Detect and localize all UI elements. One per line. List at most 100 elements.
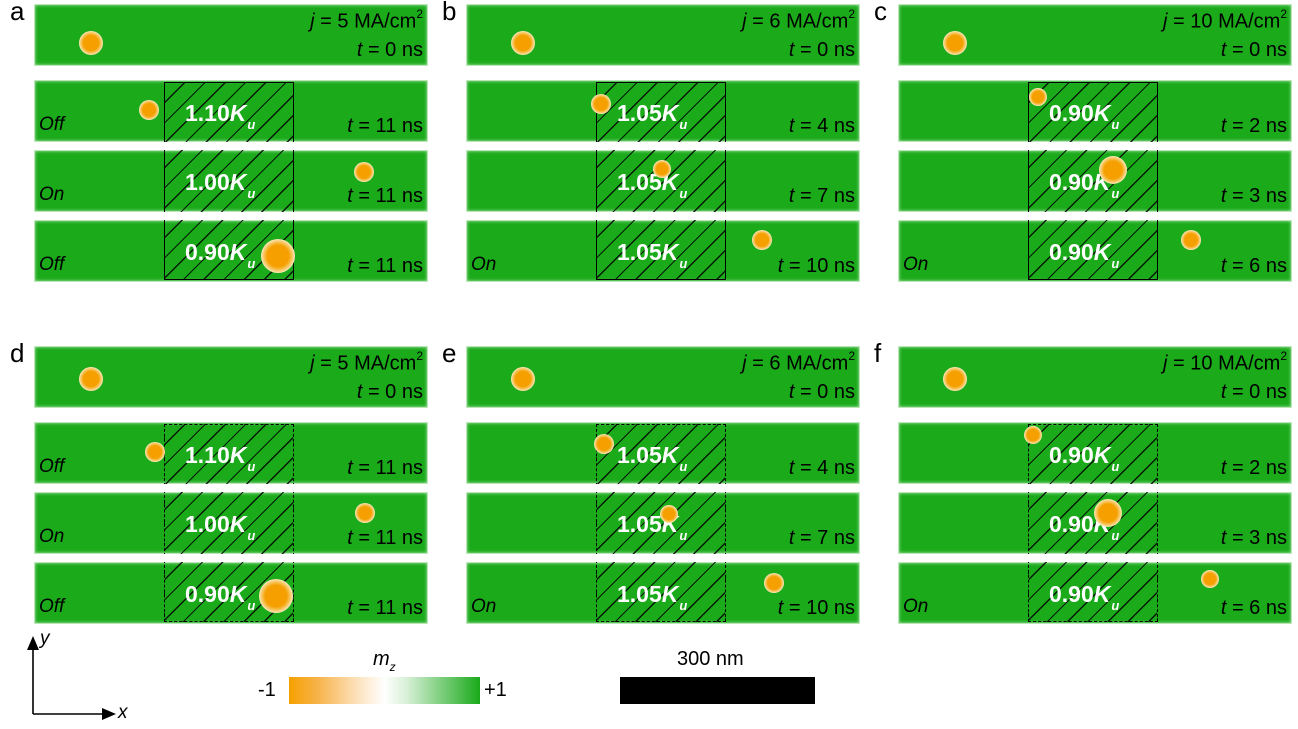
- anisotropy-subscript: u: [679, 256, 688, 271]
- nanotrack-snapshot: 1.05Ku t = 4 ns: [466, 422, 860, 484]
- current-density-label: j = 6 MA/cm2: [742, 349, 855, 376]
- anisotropy-value: 0.90: [1049, 581, 1094, 607]
- anisotropy-value: 0.90: [185, 239, 230, 265]
- anisotropy-symbol: K: [229, 581, 247, 607]
- time-value: = 4 ns: [794, 457, 855, 479]
- time-symbol: t: [347, 457, 353, 479]
- time-symbol: t: [347, 185, 353, 207]
- time-label: t = 4 ns: [789, 115, 855, 138]
- panel-letter: a: [10, 0, 25, 26]
- nanotrack-snapshot: j = 6 MA/cm2 t = 0 ns: [466, 4, 860, 66]
- anisotropy-region: 1.10Ku: [164, 82, 294, 142]
- anisotropy-value: 1.10: [185, 442, 230, 468]
- anisotropy-subscript: u: [247, 117, 256, 132]
- time-symbol: t: [1220, 597, 1227, 619]
- voltage-state-label: On: [39, 184, 65, 205]
- unit-exponent: 2: [848, 7, 855, 21]
- anisotropy-label: 1.05Ku: [617, 581, 687, 613]
- time-value: = 3 ns: [1226, 527, 1287, 549]
- time-label: t = 0 ns: [789, 381, 855, 404]
- panel-letter: b: [442, 0, 457, 26]
- time-symbol: t: [788, 381, 795, 403]
- time-symbol: t: [356, 381, 363, 403]
- time-label: t = 7 ns: [789, 185, 855, 208]
- time-symbol: t: [788, 457, 795, 479]
- time-symbol: t: [788, 39, 795, 61]
- time-value: = 10 ns: [783, 597, 855, 619]
- anisotropy-subscript: u: [1111, 186, 1120, 201]
- anisotropy-label: 0.90Ku: [1049, 442, 1119, 474]
- anisotropy-label: 0.90Ku: [185, 239, 255, 271]
- unit-exponent: 2: [1280, 7, 1287, 21]
- time-value: = 0 ns: [794, 39, 855, 61]
- anisotropy-label: 1.05Ku: [617, 100, 687, 132]
- anisotropy-value: 1.10: [185, 100, 230, 126]
- time-value: = 11 ns: [352, 115, 423, 137]
- anisotropy-subscript: u: [1111, 117, 1120, 132]
- skyrmion: [511, 31, 535, 55]
- colorbar: [289, 677, 480, 704]
- time-label: t = 2 ns: [1221, 115, 1287, 138]
- anisotropy-symbol: K: [661, 100, 679, 126]
- time-label: t = 11 ns: [347, 457, 423, 480]
- anisotropy-symbol: K: [229, 169, 247, 195]
- colorbar-min-label: -1: [258, 679, 276, 701]
- time-label: t = 7 ns: [789, 527, 855, 550]
- skyrmion: [1094, 499, 1122, 527]
- anisotropy-region: 1.05Ku: [596, 492, 726, 554]
- anisotropy-subscript: u: [247, 528, 256, 543]
- time-symbol: t: [356, 39, 363, 61]
- skyrmion: [1024, 426, 1042, 444]
- anisotropy-subscript: u: [247, 459, 256, 474]
- anisotropy-value: 0.90: [185, 581, 230, 607]
- voltage-state-label: Off: [39, 114, 65, 135]
- nanotrack-snapshot: 1.10Ku t = 11 ns Off: [34, 80, 428, 142]
- anisotropy-symbol: K: [1093, 581, 1111, 607]
- time-label: t = 2 ns: [1221, 457, 1287, 480]
- anisotropy-subscript: u: [247, 186, 256, 201]
- current-density-value: = 6 MA/cm: [746, 10, 849, 33]
- skyrmion: [139, 100, 159, 120]
- anisotropy-subscript: u: [679, 186, 688, 201]
- anisotropy-value: 1.05: [617, 511, 662, 537]
- voltage-state-label: On: [39, 526, 65, 547]
- time-symbol: t: [1220, 185, 1227, 207]
- skyrmion: [354, 162, 374, 182]
- time-label: t = 10 ns: [778, 255, 855, 278]
- anisotropy-region: 0.90Ku: [1028, 562, 1158, 622]
- current-density-symbol: j: [742, 10, 747, 33]
- anisotropy-symbol: K: [1093, 239, 1111, 265]
- anisotropy-subscript: u: [1111, 528, 1120, 543]
- current-density-label: j = 6 MA/cm2: [742, 7, 855, 34]
- voltage-state-label: On: [471, 596, 497, 617]
- skyrmion: [591, 94, 611, 114]
- anisotropy-label: 1.05Ku: [617, 239, 687, 271]
- scale-bar-label: 300 nm: [677, 648, 744, 670]
- anisotropy-label: 0.90Ku: [1049, 169, 1119, 201]
- nanotrack-snapshot: j = 6 MA/cm2 t = 0 ns: [466, 346, 860, 408]
- nanotrack-snapshot: j = 10 MA/cm2 t = 0 ns: [898, 346, 1292, 408]
- skyrmion: [764, 573, 784, 593]
- skyrmion: [1099, 156, 1127, 184]
- time-label: t = 6 ns: [1221, 255, 1287, 278]
- panel-letter: e: [442, 338, 457, 368]
- anisotropy-region: 1.05Ku: [596, 424, 726, 484]
- current-density-symbol: j: [310, 352, 315, 375]
- time-value: = 7 ns: [794, 185, 855, 207]
- current-density-value: = 10 MA/cm: [1167, 10, 1281, 33]
- time-symbol: t: [1220, 457, 1227, 479]
- anisotropy-label: 0.90Ku: [1049, 581, 1119, 613]
- anisotropy-symbol: K: [1093, 100, 1111, 126]
- anisotropy-value: 0.90: [1049, 442, 1094, 468]
- anisotropy-label: 0.90Ku: [185, 581, 255, 613]
- current-density-value: = 5 MA/cm: [314, 352, 417, 375]
- anisotropy-region: 1.05Ku: [596, 562, 726, 622]
- time-value: = 6 ns: [1226, 255, 1287, 277]
- anisotropy-label: 1.10Ku: [185, 100, 255, 132]
- anisotropy-region: 0.90Ku: [1028, 150, 1158, 212]
- current-density-value: = 6 MA/cm: [746, 352, 849, 375]
- skyrmion: [653, 160, 671, 178]
- coordinate-axes: y x: [18, 628, 138, 724]
- time-symbol: t: [1220, 39, 1227, 61]
